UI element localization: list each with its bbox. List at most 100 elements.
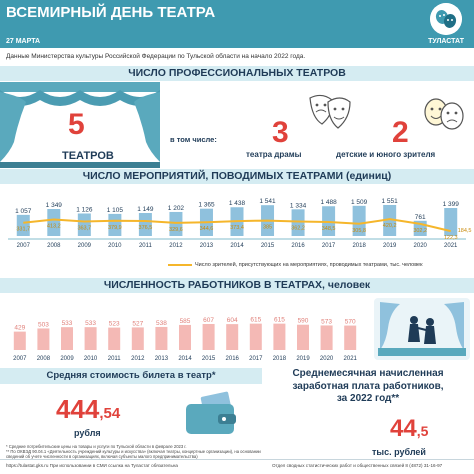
staff-bar-label: 607 xyxy=(203,317,214,324)
viewers-point-label: 373,4 xyxy=(230,225,244,231)
viewers-point-label: 122,3 xyxy=(444,235,458,241)
header-banner: ВСЕМИРНЫЙ ДЕНЬ ТЕАТРА 27 МАРТА ТУЛАСТАТ xyxy=(0,0,474,48)
event-bar xyxy=(47,209,61,236)
event-year-label: 2019 xyxy=(383,243,397,249)
viewers-point-label: 385 xyxy=(263,225,272,231)
footnote-line2: ** По ОКВЭД 90.04.1 «Деятельность учрежд… xyxy=(6,449,261,460)
event-bar xyxy=(352,205,366,236)
ticket-price-dec: ,54 xyxy=(99,405,121,422)
staff-year-label: 2011 xyxy=(108,356,122,362)
event-year-label: 2017 xyxy=(322,243,336,249)
staff-bar-label: 527 xyxy=(132,320,143,327)
event-bar-label: 1 149 xyxy=(137,206,154,213)
event-year-label: 2014 xyxy=(230,243,244,249)
viewers-point-label: 302,2 xyxy=(413,228,427,234)
drama-theatres-caption: театра драмы xyxy=(246,150,302,159)
event-year-label: 2010 xyxy=(108,243,122,249)
ticket-price-unit: рубля xyxy=(74,428,101,438)
staff-bar xyxy=(344,325,357,350)
event-bar xyxy=(291,209,305,236)
footer-contact: Отдел сводных статистических работ и общ… xyxy=(272,463,443,468)
event-year-label: 2011 xyxy=(139,243,153,249)
events-chart: 1 057 2007 1 349 2008 1 126 2009 1 105 2010 1 14… xyxy=(8,198,471,249)
theatres-heading: ЧИСЛО ПРОФЕССИОНАЛЬНЫХ ТЕАТРОВ xyxy=(128,67,346,79)
staff-bar xyxy=(13,331,26,350)
viewers-point-label: 376,5 xyxy=(139,225,153,231)
staff-year-label: 2021 xyxy=(344,356,358,362)
theatre-stage-performance-icon xyxy=(374,298,470,360)
event-year-label: 2018 xyxy=(352,243,366,249)
event-bar xyxy=(383,204,397,236)
staff-year-label: 2016 xyxy=(226,356,240,362)
viewers-point-label: 413,2 xyxy=(47,223,61,229)
staff-bar-label: 585 xyxy=(180,318,191,325)
event-bar-label: 1 349 xyxy=(46,202,63,209)
staff-year-label: 2013 xyxy=(155,356,169,362)
staff-bar-label: 503 xyxy=(38,321,49,328)
salary-dec: ,5 xyxy=(416,423,429,439)
salary-title-line1: Среднемесячная начисленная xyxy=(292,368,444,379)
staff-year-label: 2014 xyxy=(178,356,192,362)
event-bar-label: 1 105 xyxy=(107,207,124,214)
event-year-label: 2012 xyxy=(169,243,183,249)
staff-year-label: 2020 xyxy=(320,356,334,362)
event-year-label: 2007 xyxy=(17,243,31,249)
events-heading: ЧИСЛО МЕРОПРИЯТИЙ, ПОВОДИМЫХ ТЕАТРАМИ (е… xyxy=(82,170,392,182)
stage-curtain-icon xyxy=(0,82,160,168)
viewers-point-label: 420,2 xyxy=(383,223,397,229)
event-bar-label: 1 438 xyxy=(229,200,246,207)
event-year-label: 2009 xyxy=(78,243,92,249)
staff-year-label: 2018 xyxy=(273,356,287,362)
event-bar xyxy=(16,214,30,236)
event-bar-label: 1 202 xyxy=(168,205,185,212)
staff-bar-label: 604 xyxy=(227,317,238,324)
children-theatres-value: 2 xyxy=(392,116,409,149)
staff-band xyxy=(0,278,474,293)
viewers-point-label: 305,8 xyxy=(352,228,366,234)
staff-bar-label: 533 xyxy=(85,320,96,327)
event-bar-label: 1 399 xyxy=(443,201,460,208)
event-bar-label: 761 xyxy=(415,214,426,221)
events-legend: Число зрителей, присутствующих на меропр… xyxy=(168,262,423,268)
event-year-label: 2015 xyxy=(261,243,275,249)
event-bar-label: 1 334 xyxy=(290,202,307,209)
legend-line-swatch xyxy=(168,263,192,266)
event-year-label: 2016 xyxy=(291,243,305,249)
staff-bar xyxy=(37,328,50,350)
ticket-title: Средняя стоимость билета в театр* xyxy=(0,368,262,384)
legend-text: Число зрителей, присутствующих на меропр… xyxy=(195,262,423,268)
staff-bar xyxy=(179,324,191,350)
ticket-price-value: 444,54 xyxy=(56,394,120,425)
viewers-point-label: 379,9 xyxy=(108,225,122,231)
event-bar xyxy=(108,213,122,236)
event-bar-label: 1 488 xyxy=(320,199,337,206)
staff-bar-label: 615 xyxy=(250,317,261,324)
staff-bar-label: 523 xyxy=(109,321,120,328)
staff-bar xyxy=(108,327,121,350)
staff-bar xyxy=(61,327,73,350)
including-label: в том числе: xyxy=(170,135,217,144)
children-masks-icon xyxy=(424,98,464,130)
staff-bar xyxy=(131,327,144,350)
footer-website[interactable]: https://tulastat.gks.ru При использовани… xyxy=(6,463,178,468)
viewers-point-label: 344,6 xyxy=(200,226,214,232)
event-year-label: 2020 xyxy=(414,243,428,249)
viewers-point-label: 362,2 xyxy=(291,226,305,232)
salary-title-line3: за 2022 год** xyxy=(336,393,400,404)
event-bar xyxy=(444,208,458,236)
staff-year-label: 2015 xyxy=(202,356,216,362)
brand-name: ТУЛАСТАТ xyxy=(428,38,464,45)
staff-bar xyxy=(84,327,97,350)
comedy-tragedy-masks-icon xyxy=(309,94,351,129)
ticket-wallet-icon xyxy=(186,391,236,434)
staff-year-label: 2012 xyxy=(131,356,145,362)
source-note: Данные Министерства культуры Российской … xyxy=(6,53,306,60)
theatres-total-value: 5 xyxy=(68,108,85,141)
staff-year-label: 2009 xyxy=(60,356,74,362)
event-bar-label: 1 057 xyxy=(15,208,32,215)
staff-heading: ЧИСЛЕННОСТЬ РАБОТНИКОВ В ТЕАТРАХ, челове… xyxy=(103,279,371,291)
theatres-band xyxy=(0,66,474,81)
salary-title: Среднемесячная начисленная заработная пл… xyxy=(270,368,466,406)
event-bar-label: 1 541 xyxy=(259,198,276,205)
staff-bar-label: 538 xyxy=(156,320,167,327)
